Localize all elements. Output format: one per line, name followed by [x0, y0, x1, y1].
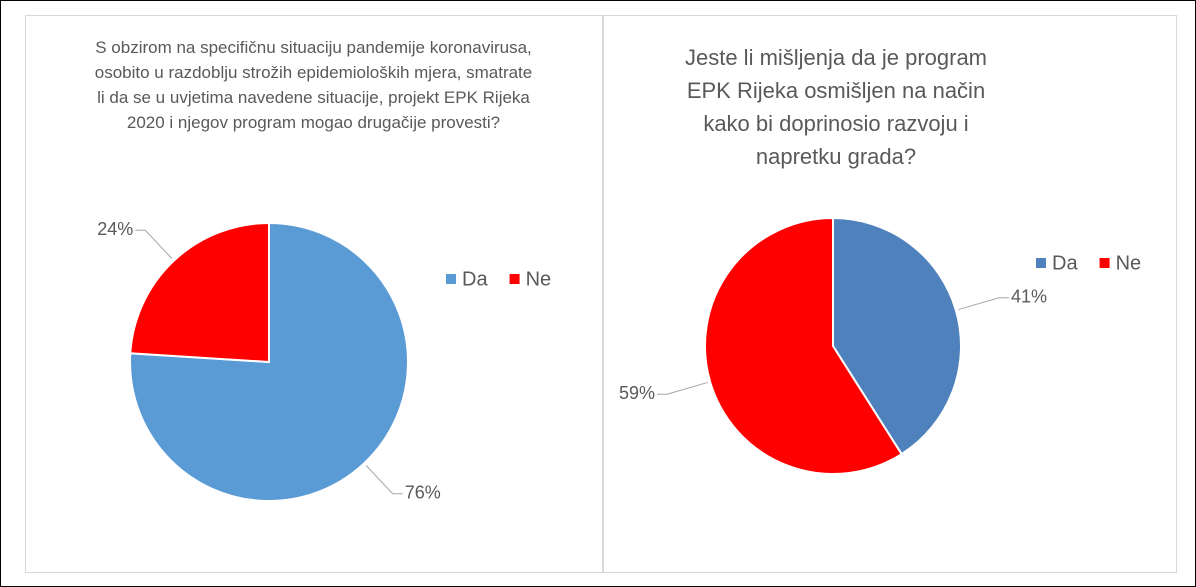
data-label: 59% [619, 383, 655, 403]
legend-swatch [1036, 258, 1046, 268]
legend-swatch [446, 274, 456, 284]
legend-label: Da [1052, 252, 1078, 274]
leader-line [365, 465, 403, 495]
pie-slice [704, 216, 903, 475]
pie-slice [129, 221, 270, 364]
leader-line [135, 229, 173, 259]
legend-label: Ne [1116, 252, 1142, 274]
legend-label: Da [462, 268, 488, 290]
chart-title: S obzirom na specifičnu situaciju pandem… [94, 38, 533, 132]
leader-line [657, 381, 708, 395]
pie-slice [129, 221, 409, 502]
chart-panel [25, 15, 603, 573]
chart-title: Jeste li mišljenja da je program EPK Rij… [684, 45, 988, 169]
legend-swatch [1099, 258, 1110, 268]
data-label: 24% [97, 219, 133, 239]
chart-panel [603, 15, 1177, 573]
data-label: 41% [1011, 287, 1047, 307]
data-label: 76% [405, 482, 441, 502]
leader-line [958, 297, 1009, 311]
legend-label: Ne [526, 268, 552, 290]
legend-swatch [509, 274, 520, 284]
